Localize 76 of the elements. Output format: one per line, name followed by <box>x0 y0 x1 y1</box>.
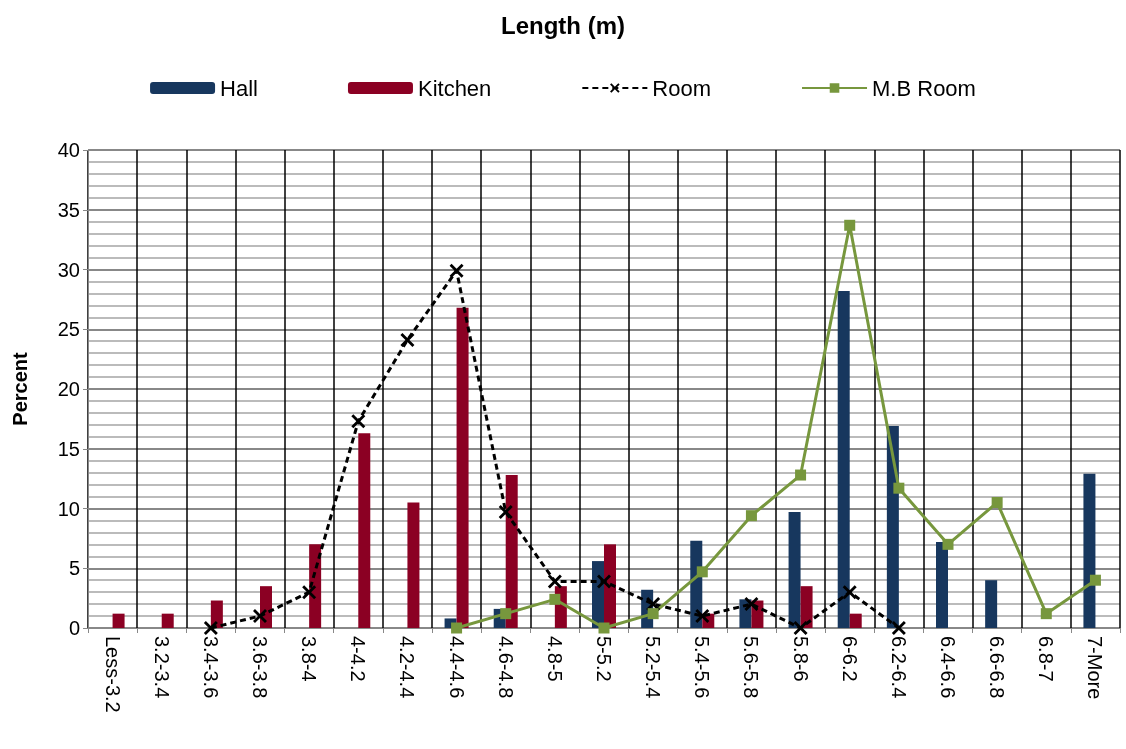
y-axis-title: Percent <box>9 351 31 426</box>
x-tick-label: 5.6-5.8 <box>740 636 763 699</box>
point <box>500 608 512 620</box>
point <box>744 597 759 612</box>
point <box>547 574 562 589</box>
point <box>351 414 366 429</box>
bar <box>407 502 420 628</box>
point <box>942 538 954 550</box>
point <box>253 609 267 624</box>
x-tick-label: 5.8-6 <box>789 636 812 682</box>
x-tick-label: 4.6-4.8 <box>494 636 517 699</box>
bar <box>936 541 948 628</box>
point <box>795 469 807 481</box>
y-tick-label: 15 <box>57 437 80 460</box>
legend-label: Hall <box>220 75 258 101</box>
x-tick-label: 4.4-4.6 <box>445 636 468 699</box>
point <box>745 510 757 522</box>
y-tick-label: 5 <box>68 557 80 580</box>
x-tick-label: 3.6-3.8 <box>249 636 271 699</box>
x-tick-label: 5.2-5.4 <box>642 636 665 699</box>
x-tick-label: 4.8-5 <box>543 636 566 682</box>
point <box>598 622 610 634</box>
bar <box>788 512 801 628</box>
y-tick-label: 20 <box>57 378 80 400</box>
point <box>793 621 808 635</box>
x-tick-label: 3.4-3.6 <box>199 636 222 699</box>
x-tick-label: 4.2-4.4 <box>396 636 419 699</box>
point <box>302 585 317 600</box>
point <box>1089 574 1101 586</box>
x-tick-label: 6-6.2 <box>838 636 861 682</box>
x-tick-label: 6.8-7 <box>1035 636 1058 682</box>
point <box>695 609 710 624</box>
x-tick-label: Less-3.2 <box>101 636 124 713</box>
point <box>893 482 905 494</box>
point <box>400 333 415 348</box>
bar <box>505 475 518 628</box>
y-tick-label: 40 <box>57 139 80 161</box>
x-tick-label: 6.4-6.6 <box>937 636 959 699</box>
x-tick-label: 6.2-6.4 <box>887 636 910 699</box>
x-tick-label: 5-5.2 <box>593 636 615 682</box>
bar <box>985 580 998 628</box>
point <box>844 219 856 231</box>
point <box>498 505 513 520</box>
point <box>451 622 463 634</box>
x-tick-label: 3.8-4 <box>298 636 321 682</box>
bar <box>1083 473 1096 628</box>
point <box>842 585 857 600</box>
y-tick-label: 25 <box>57 318 80 341</box>
point <box>549 593 561 605</box>
bar <box>456 307 469 628</box>
legend-label: Room <box>652 75 712 101</box>
point <box>597 574 611 589</box>
bar <box>161 613 174 628</box>
bar <box>358 433 371 628</box>
x-tick-label: 6.6-6.8 <box>986 636 1009 699</box>
y-tick-label: 35 <box>57 198 80 221</box>
point <box>449 263 464 278</box>
x-tick-label: 7-More <box>1084 636 1107 700</box>
y-tick-label: 0 <box>68 617 80 639</box>
point <box>891 621 906 635</box>
legend-label: Kitchen <box>417 75 492 101</box>
bar <box>837 291 850 628</box>
y-tick-label: 30 <box>57 258 80 281</box>
bar <box>800 586 813 628</box>
x-tick-label: 4-4.2 <box>347 636 370 682</box>
legend-label: M.B Room <box>872 75 976 101</box>
point <box>991 497 1003 509</box>
point <box>1040 608 1052 620</box>
bar <box>849 613 862 628</box>
y-tick-label: 10 <box>57 497 80 520</box>
point <box>696 566 708 578</box>
bar <box>112 613 125 628</box>
x-tick-label: 5.4-5.6 <box>691 636 714 699</box>
chart-title: Length (m) <box>501 11 625 39</box>
point <box>203 621 218 635</box>
x-tick-label: 3.2-3.4 <box>150 636 173 699</box>
